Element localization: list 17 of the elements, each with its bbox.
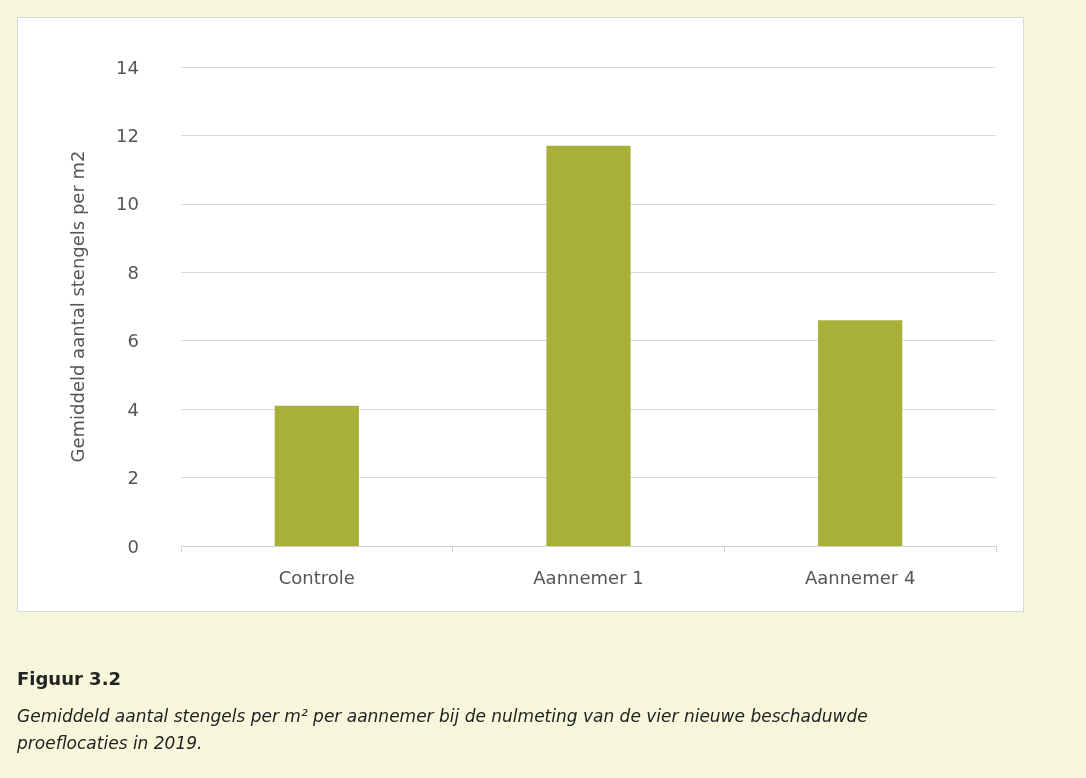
x-tick-label: Aannemer 1 — [533, 566, 644, 588]
x-tick-label: Controle — [278, 566, 355, 588]
y-tick-label: 12 — [116, 124, 139, 146]
y-axis-title: Gemiddeld aantal stengels per m2 — [66, 150, 88, 463]
bar — [818, 320, 903, 546]
y-tick-label: 10 — [116, 193, 139, 215]
y-tick-label: 6 — [127, 330, 139, 352]
y-tick-label: 4 — [127, 398, 139, 420]
bar — [274, 405, 359, 546]
y-tick-label: 0 — [127, 535, 139, 557]
x-tick-label: Aannemer 4 — [804, 566, 916, 588]
y-tick-label: 14 — [116, 56, 139, 78]
y-tick-label: 2 — [127, 467, 139, 489]
text: Figuur 3.2 — [17, 668, 122, 689]
y-tick-label: 8 — [127, 261, 139, 283]
bar — [546, 145, 631, 546]
text: Gemiddeld aantal stengels per m² per aannemer bij de nulmeting van de vier nieuwe beschaduwde proeflocaties in 2019. — [17, 705, 869, 755]
